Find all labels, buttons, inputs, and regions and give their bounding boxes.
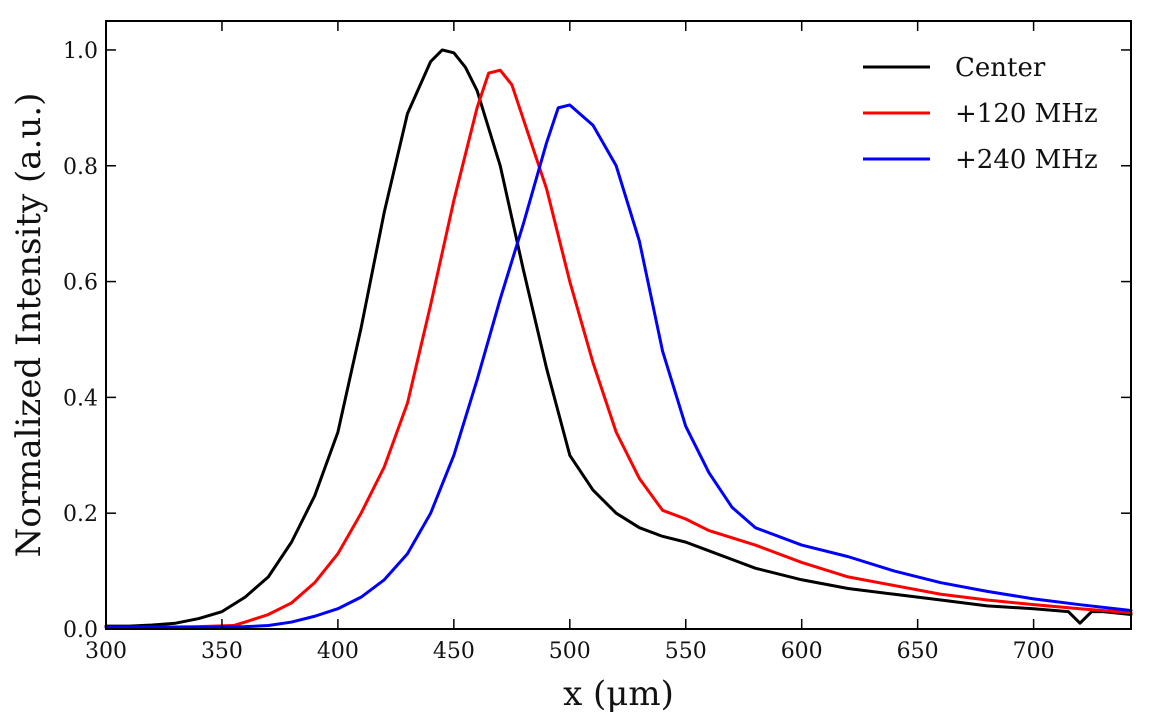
x-axis-title: x (μm) [563, 674, 674, 714]
legend-label-2: +240 MHz [955, 145, 1098, 175]
y-tick-labels: 0.0 0.2 0.4 0.6 0.8 1.0 [63, 39, 98, 643]
legend-label-0: Center [955, 53, 1046, 83]
series-line-1 [104, 68, 1133, 629]
series-layer [104, 48, 1133, 629]
series-line-0 [104, 48, 1133, 628]
ticks-layer [105, 21, 1131, 630]
x-tick-label: 400 [317, 639, 359, 664]
x-tick-label: 350 [201, 639, 243, 664]
x-tick-labels: 300 350 400 450 500 550 600 650 700 [85, 639, 1055, 664]
y-tick-label: 1.0 [63, 39, 98, 64]
legend-label-1: +120 MHz [955, 99, 1098, 129]
y-tick-label: 0.4 [63, 386, 98, 411]
y-tick-label: 0.0 [63, 618, 98, 643]
x-tick-label: 650 [897, 639, 939, 664]
legend: Center +120 MHz +240 MHz [863, 53, 1098, 175]
y-tick-label: 0.2 [63, 502, 98, 527]
x-tick-label: 550 [665, 639, 707, 664]
x-tick-label: 450 [433, 639, 475, 664]
plot-frame [105, 20, 1132, 630]
x-tick-label: 300 [85, 639, 127, 664]
x-tick-label: 700 [1013, 639, 1055, 664]
y-axis-title: Normalized Intensity (a.u.) [9, 93, 49, 558]
y-tick-label: 0.8 [63, 155, 98, 180]
series-line-2 [104, 103, 1133, 629]
x-tick-label: 500 [549, 639, 591, 664]
y-tick-label: 0.6 [63, 271, 98, 296]
x-tick-label: 600 [781, 639, 823, 664]
